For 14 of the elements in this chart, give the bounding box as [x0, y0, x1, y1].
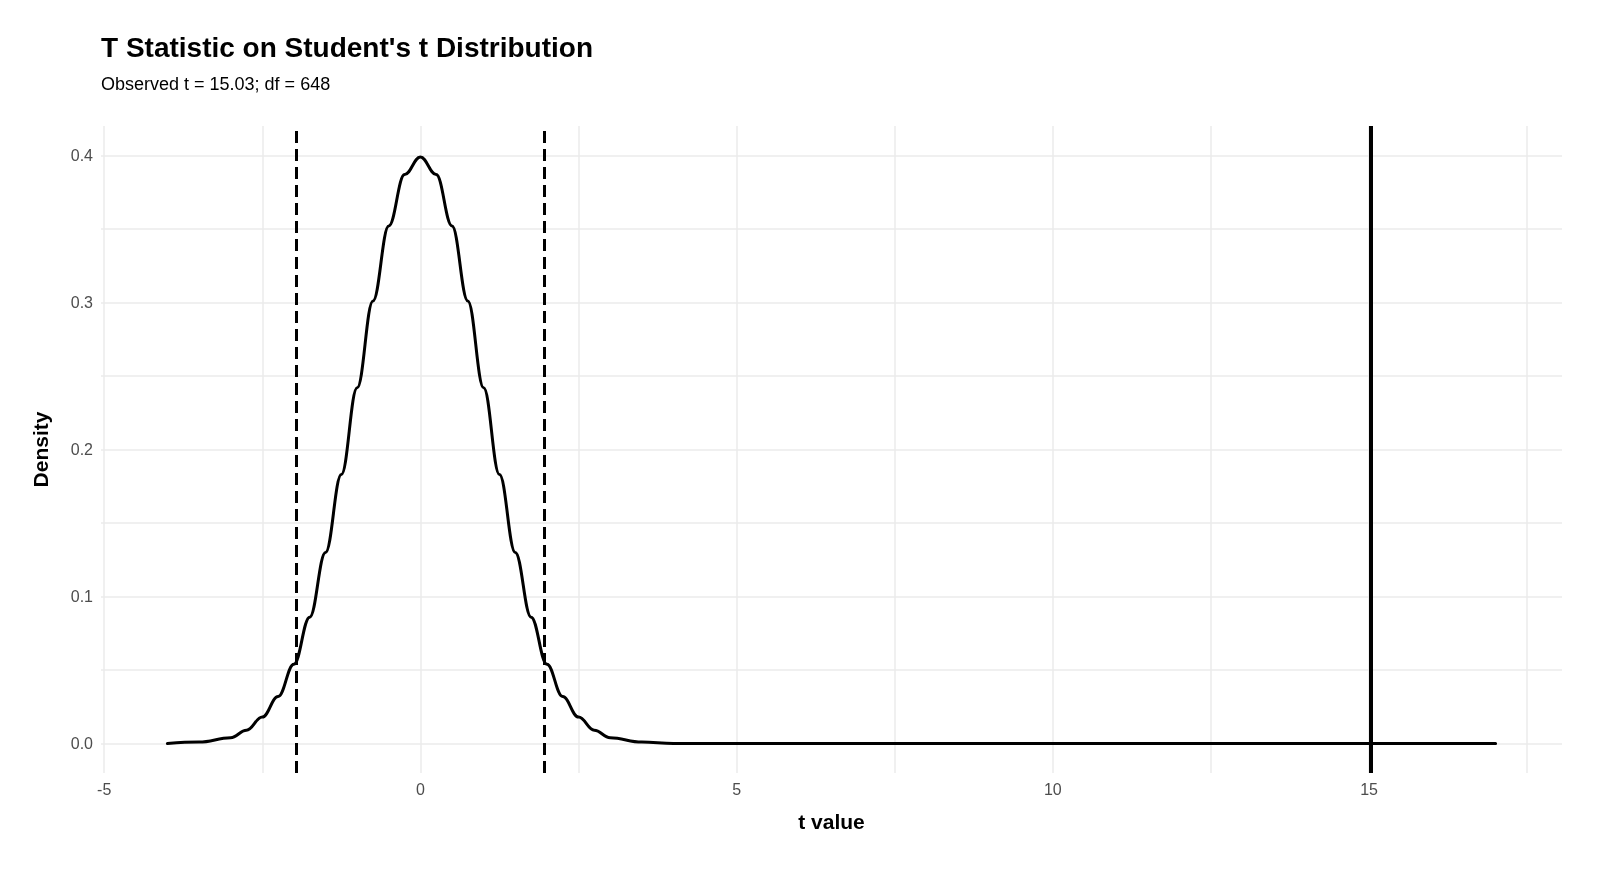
x-tick-label: -5 — [97, 780, 112, 798]
x-axis-title: t value — [798, 810, 865, 833]
y-tick-label: 0.2 — [70, 441, 94, 458]
chart-title: T Statistic on Student's t Distribution — [101, 31, 593, 63]
x-tick-label: 10 — [1043, 780, 1062, 798]
y-axis-title: Density — [29, 411, 52, 488]
y-tick-label: 0.1 — [70, 588, 94, 606]
x-tick-label: 0 — [415, 780, 425, 798]
x-tick-label: 5 — [732, 780, 742, 798]
y-tick-label: 0.0 — [70, 735, 94, 753]
chart-subtitle: Observed t = 15.03; df = 648 — [101, 74, 331, 94]
x-tick-label: 15 — [1360, 780, 1379, 798]
y-tick-label: 0.3 — [70, 293, 94, 311]
y-tick-label: 0.4 — [70, 146, 94, 164]
